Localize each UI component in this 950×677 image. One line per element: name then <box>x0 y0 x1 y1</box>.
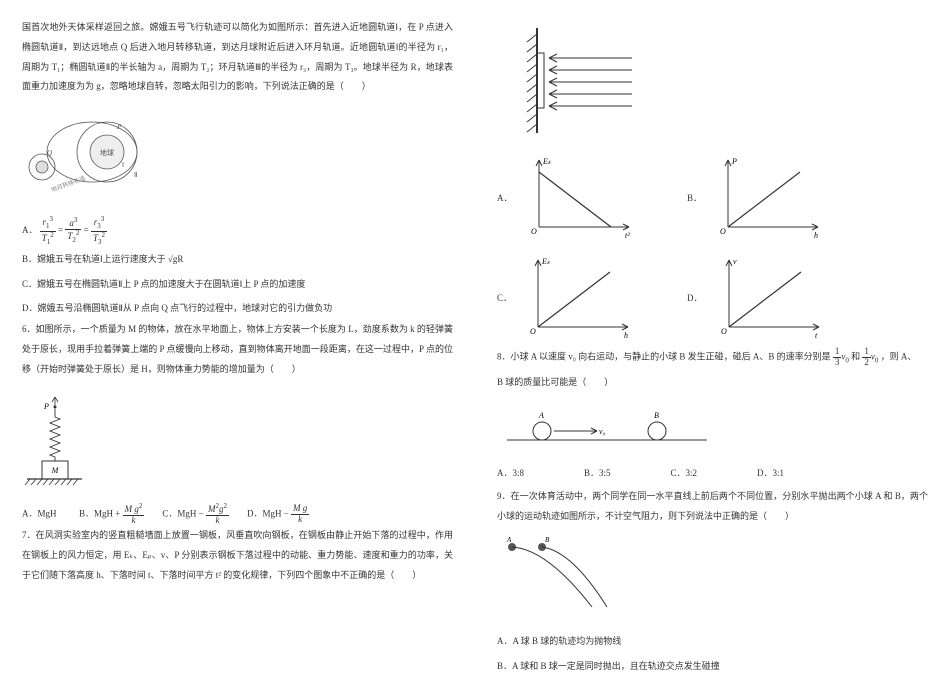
q9-figure: A B <box>497 537 928 619</box>
graph-c: C． O Eₖ h <box>497 247 687 347</box>
q9-opt-b: B．A 球和 B 球一定是同时抛出，且在轨迹交点发生碰撞 <box>497 656 928 677</box>
q9-intro: 9．在一次体育活动中，两个同学在同一水平直线上前后两个不同位置，分别水平抛出两个… <box>497 487 928 527</box>
orbit-figure: 地球 P Q Ⅰ Ⅱ 地月转移轨道 <box>22 107 453 204</box>
q6-intro: 6．如图所示，一个质量为 M 的物体，放在水平地面上，物体上方安装一个长度为 L… <box>22 320 453 379</box>
spring-figure: M P <box>22 389 453 491</box>
svg-text:t²: t² <box>625 231 630 240</box>
svg-text:P: P <box>731 157 737 166</box>
svg-text:O: O <box>721 327 727 336</box>
graph-b: B． O P h <box>687 147 877 247</box>
q8-intro-2: B 球的质量比可能是（ ） <box>497 373 928 393</box>
q8-figure: A v₀ B <box>497 402 928 454</box>
svg-text:O: O <box>531 227 537 236</box>
svg-text:v: v <box>733 257 737 266</box>
q6-options: A．MgH B．MgH + M g2k C．MgH − M2g2k D．MgH … <box>22 503 453 526</box>
q8-options: A．3:8 B．3:5 C．3:2 D．3:1 <box>497 466 928 479</box>
svg-text:h: h <box>624 331 628 340</box>
svg-text:A: A <box>506 537 512 544</box>
svg-text:Q: Q <box>47 149 52 157</box>
svg-text:B: B <box>654 411 659 420</box>
svg-text:t: t <box>815 331 818 340</box>
q7-intro: 7．在风洞实验室内的竖直粗糙墙面上放置一钢板，风垂直吹向钢板，在钢板由静止开始下… <box>22 526 453 585</box>
svg-text:O: O <box>720 227 726 236</box>
orbit-intro: 国首次地外天体采样返回之旅。嫦娥五号飞行轨迹可以简化为如图所示：首先进入近地圆轨… <box>22 18 453 97</box>
left-column: 国首次地外天体采样返回之旅。嫦娥五号飞行轨迹可以简化为如图所示：首先进入近地圆轨… <box>0 0 475 673</box>
svg-text:h: h <box>814 231 818 240</box>
svg-text:地月转移轨道: 地月转移轨道 <box>50 174 87 194</box>
graph-grid: A． O Eₖ t² B． O P h <box>497 147 877 347</box>
svg-text:Eₖ: Eₖ <box>541 257 551 266</box>
q9-opt-a: A．A 球 B 球的轨迹均为抛物线 <box>497 631 928 653</box>
graph-d: D． O v t <box>687 247 877 347</box>
svg-text:P: P <box>116 123 122 131</box>
orbit-opt-b: B．嫦娥五号在轨道Ⅰ上运行速度大于 √gR <box>22 249 453 271</box>
graph-a: A． O Eₖ t² <box>497 147 687 247</box>
svg-text:Ⅱ: Ⅱ <box>134 171 137 179</box>
svg-text:v₀: v₀ <box>599 427 606 436</box>
orbit-opt-d: D．嫦娥五号沿椭圆轨道Ⅱ从 P 点向 Q 点飞行的过程中，地球对它的引力做负功 <box>22 298 453 320</box>
q8-intro: 8．小球 A 以速度 v₀ 向右运动，与静止的小球 B 发生正碰，碰后 A、B … <box>497 347 928 369</box>
earth-label: 地球 <box>100 148 114 157</box>
svg-text:Eₖ: Eₖ <box>542 157 552 166</box>
svg-text:M: M <box>51 466 60 475</box>
orbit-opt-a: A． r13T12 = a3T22 = r33T32 <box>22 216 453 246</box>
right-column: A． O Eₖ t² B． O P h <box>475 0 950 673</box>
svg-text:P: P <box>43 402 49 411</box>
svg-text:Ⅰ: Ⅰ <box>122 161 124 169</box>
orbit-opt-c: C．嫦娥五号在椭圆轨道Ⅱ上 P 点的加速度大于在圆轨道Ⅰ上 P 点的加速度 <box>22 274 453 296</box>
svg-text:A: A <box>538 411 544 420</box>
wall-figure <box>517 28 928 135</box>
svg-text:B: B <box>545 537 550 544</box>
svg-text:O: O <box>530 327 536 336</box>
